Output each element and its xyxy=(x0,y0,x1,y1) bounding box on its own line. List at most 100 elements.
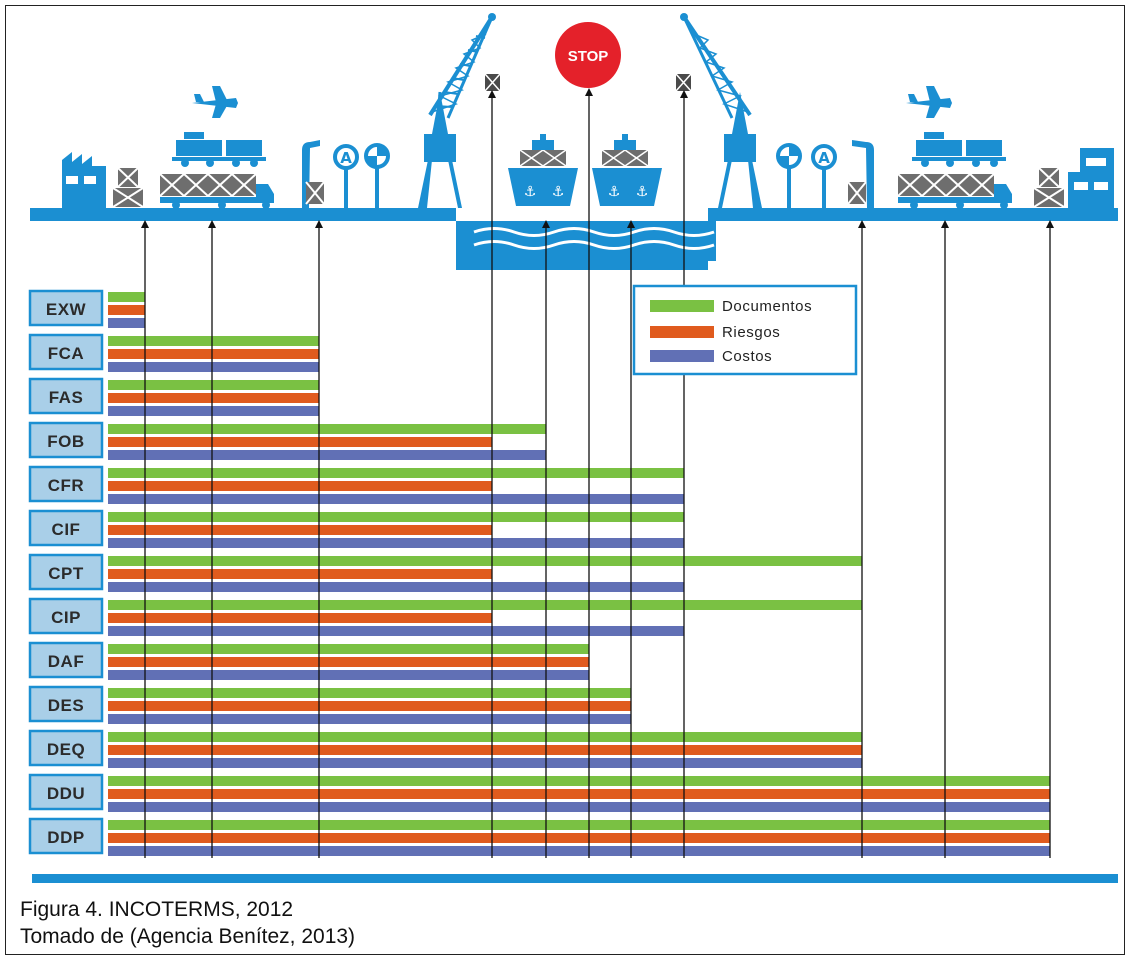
port-crane-icon xyxy=(418,13,501,208)
bar-exw-costos xyxy=(108,318,145,328)
airplane-icon xyxy=(906,86,952,118)
factory-icon xyxy=(62,152,106,208)
term-label-cfr: CFR xyxy=(48,476,84,495)
bar-deq-documentos xyxy=(108,732,862,742)
legend-swatch-documentos xyxy=(650,300,714,312)
legend-label-documentos: Documentos xyxy=(722,298,812,315)
bottom-rule xyxy=(32,874,1118,883)
term-label-fas: FAS xyxy=(49,388,84,407)
bar-cfr-riesgos xyxy=(108,481,492,491)
figure-source: Tomado de (Agencia Benítez, 2013) xyxy=(20,925,356,948)
term-label-box-fob xyxy=(28,421,104,459)
checkpoint-arrows xyxy=(141,88,1054,858)
bar-layer xyxy=(108,292,1050,856)
term-label-box-cif xyxy=(28,509,104,547)
term-label-des: DES xyxy=(48,696,84,715)
term-label-box-daf xyxy=(28,641,104,679)
svg-text:⚓: ⚓ xyxy=(636,184,649,200)
bar-exw-riesgos xyxy=(108,305,145,315)
bar-des-costos xyxy=(108,714,631,724)
bar-cip-costos xyxy=(108,626,684,636)
stop-sign-icon: STOP xyxy=(555,22,621,88)
bar-fob-documentos xyxy=(108,424,546,434)
incoterms-diagram: A STOP xyxy=(28,13,1118,883)
bar-ddu-documentos xyxy=(108,776,1050,786)
bar-fas-documentos xyxy=(108,380,319,390)
term-label-box-fas xyxy=(28,377,104,415)
term-label-box-des xyxy=(28,685,104,723)
figure-caption: Figura 4. INCOTERMS, 2012 xyxy=(20,898,294,921)
legend-label-costos: Costos xyxy=(722,348,772,365)
anchor-icon: ⚓ ⚓ xyxy=(524,184,565,200)
term-label-box-exw xyxy=(28,289,104,327)
bar-fas-costos xyxy=(108,406,319,416)
bar-fca-riesgos xyxy=(108,349,319,359)
bar-cfr-documentos xyxy=(108,468,684,478)
legend: Documentos Riesgos Costos xyxy=(632,284,858,376)
svg-text:A: A xyxy=(818,149,830,167)
term-label-box-fca xyxy=(28,333,104,371)
bar-cfr-costos xyxy=(108,494,684,504)
figure-frame xyxy=(5,5,1125,955)
term-label-box-ddu xyxy=(28,773,104,811)
airplane-icon xyxy=(192,86,238,118)
term-label-ddp: DDP xyxy=(47,828,84,847)
bar-cif-costos xyxy=(108,538,684,548)
bar-cpt-costos xyxy=(108,582,684,592)
water xyxy=(464,221,716,261)
bar-ddp-riesgos xyxy=(108,833,1050,843)
term-label-cpt: CPT xyxy=(48,564,84,583)
bar-fas-riesgos xyxy=(108,393,319,403)
trailer-icon xyxy=(172,132,266,167)
bar-deq-riesgos xyxy=(108,745,862,755)
bar-des-riesgos xyxy=(108,701,631,711)
bar-cip-documentos xyxy=(108,600,862,610)
term-label-ddu: DDU xyxy=(47,784,85,803)
term-label-box-cpt xyxy=(28,553,104,591)
term-label-box-deq xyxy=(28,729,104,767)
term-label-daf: DAF xyxy=(48,652,84,671)
term-label-box-ddp xyxy=(28,817,104,855)
term-label-cip: CIP xyxy=(51,608,81,627)
warehouse-icon xyxy=(1068,148,1114,208)
svg-text:⚓: ⚓ xyxy=(524,184,537,200)
bar-daf-costos xyxy=(108,670,589,680)
bar-fob-riesgos xyxy=(108,437,492,447)
bar-des-documentos xyxy=(108,688,631,698)
bar-daf-documentos xyxy=(108,644,589,654)
loading-post-icon xyxy=(302,140,325,208)
port-crane-icon xyxy=(675,13,762,208)
ship-icon: ⚓ ⚓ xyxy=(508,134,578,206)
ground-and-dock xyxy=(30,208,1118,270)
term-label-exw: EXW xyxy=(46,300,87,319)
term-label-box-cip xyxy=(28,597,104,635)
bar-cpt-documentos xyxy=(108,556,862,566)
bar-cif-documentos xyxy=(108,512,684,522)
bar-deq-costos xyxy=(108,758,862,768)
anchor-icon: ⚓ ⚓ xyxy=(608,184,649,200)
term-label-fob: FOB xyxy=(47,432,84,451)
truck-icon xyxy=(897,173,1012,209)
logistics-scene: A STOP xyxy=(30,13,1118,270)
trailer-icon xyxy=(912,132,1006,167)
legend-label-riesgos: Riesgos xyxy=(722,324,780,341)
term-label-cif: CIF xyxy=(52,520,81,539)
legend-swatch-costos xyxy=(650,350,714,362)
stop-sign-label: STOP xyxy=(568,48,609,65)
bar-exw-documentos xyxy=(108,292,145,302)
svg-text:⚓: ⚓ xyxy=(552,184,565,200)
term-label-deq: DEQ xyxy=(47,740,85,759)
crate-icon xyxy=(112,167,144,208)
bar-fca-documentos xyxy=(108,336,319,346)
bar-fob-costos xyxy=(108,450,546,460)
term-label-box-cfr xyxy=(28,465,104,503)
bar-cif-riesgos xyxy=(108,525,492,535)
bar-ddu-costos xyxy=(108,802,1050,812)
term-labels: EXW FCA FAS FOB CFR CIF CPT CIP DAF DES DEQ DDU DDP xyxy=(28,289,104,855)
customs-sign-icon: A xyxy=(776,143,837,208)
bar-cpt-riesgos xyxy=(108,569,492,579)
svg-text:A: A xyxy=(340,149,352,167)
loading-post-icon xyxy=(847,140,874,208)
bar-daf-riesgos xyxy=(108,657,589,667)
bar-ddp-costos xyxy=(108,846,1050,856)
